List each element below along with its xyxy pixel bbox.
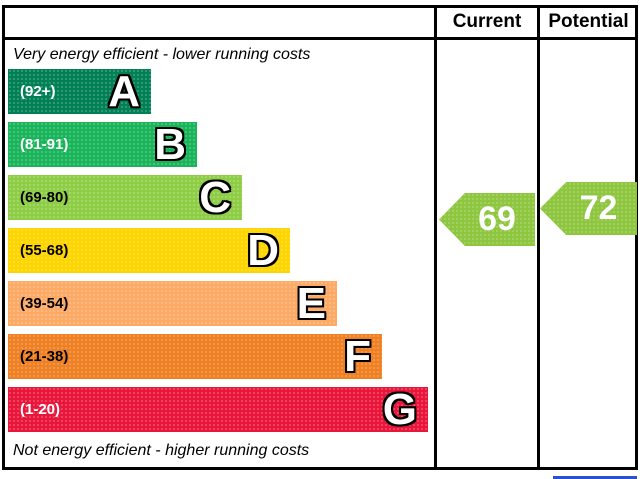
- band-a-letter: A: [108, 67, 140, 116]
- bottom-blue-strip: [553, 476, 637, 479]
- band-e-letter: E: [296, 279, 326, 328]
- column-header-potential: Potential: [548, 11, 629, 32]
- band-g-letter: G: [382, 385, 417, 434]
- band-c-range-label: (69-80): [20, 189, 69, 206]
- band-g-range-label: (1-20): [20, 401, 61, 418]
- band-row-b: (81-91) B: [8, 122, 197, 167]
- band-d-letter: D: [247, 226, 279, 275]
- potential-rating-value: 72: [579, 189, 618, 227]
- band-b-range-label: (81-91): [20, 136, 69, 153]
- band-c-letter: C: [199, 173, 231, 222]
- band-row-e: (39-54) E: [8, 281, 337, 326]
- band-a-range-label: (92+): [20, 83, 56, 100]
- band-row-d: (55-68) D: [8, 228, 290, 273]
- column-divider-current: [434, 5, 437, 470]
- caption-very-efficient: Very energy efficient - lower running co…: [13, 46, 311, 63]
- band-row-f: (21-38) F: [8, 334, 382, 379]
- band-row-c: (69-80) C: [8, 175, 242, 220]
- band-d-range-label: (55-68): [20, 242, 69, 259]
- band-row-g: (1-20) G: [8, 387, 428, 432]
- band-f-letter: F: [344, 332, 371, 381]
- band-row-a: (92+) A: [8, 69, 151, 114]
- column-divider-potential: [537, 5, 540, 470]
- caption-not-efficient: Not energy efficient - higher running co…: [13, 442, 310, 459]
- band-b-letter: B: [154, 120, 186, 169]
- current-rating-value: 69: [478, 200, 516, 238]
- column-header-current: Current: [452, 11, 522, 32]
- band-e-range-label: (39-54): [20, 295, 69, 312]
- header-row-divider: [2, 37, 638, 40]
- band-f-range-label: (21-38): [20, 348, 69, 365]
